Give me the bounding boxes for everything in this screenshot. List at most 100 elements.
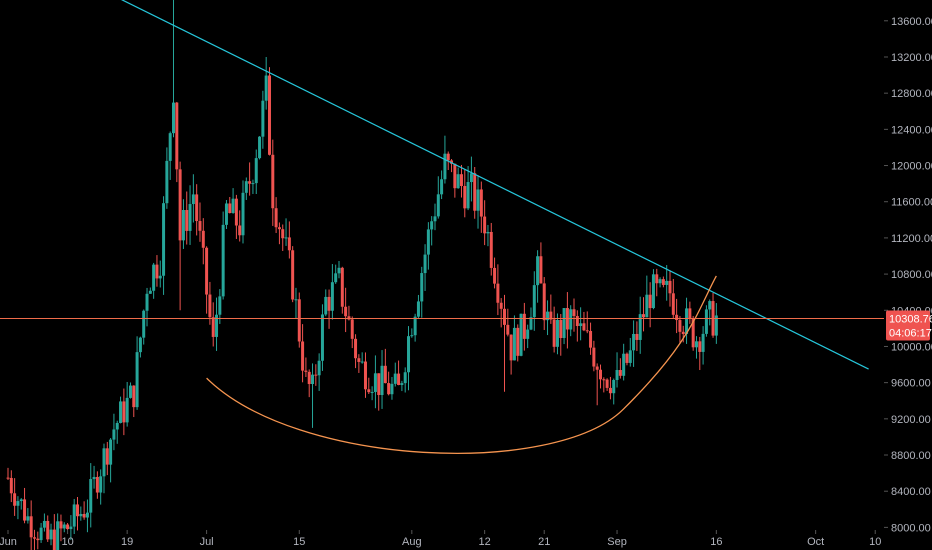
candle	[671, 278, 675, 318]
candle	[122, 388, 126, 436]
price-tag-value: 10308.76	[889, 314, 932, 326]
candle	[330, 264, 334, 320]
candle	[440, 170, 444, 200]
x-tick-label: Sep	[607, 536, 627, 548]
candle	[575, 310, 579, 342]
candle	[119, 396, 123, 424]
candle	[175, 101, 179, 183]
candle	[642, 297, 646, 332]
candle	[168, 131, 172, 180]
candle	[112, 413, 116, 451]
candle	[152, 262, 156, 299]
candle	[410, 328, 414, 338]
candle	[486, 224, 490, 247]
candle	[397, 360, 401, 386]
y-tick-label: 12800.00	[891, 88, 932, 100]
candle	[615, 352, 619, 388]
candle	[72, 498, 76, 534]
descending-trendline[interactable]	[0, 0, 869, 370]
candle	[380, 350, 384, 409]
candle	[483, 200, 487, 246]
candle	[238, 210, 242, 242]
candle	[224, 199, 228, 229]
candle	[155, 255, 159, 287]
candle	[622, 343, 626, 381]
candle	[360, 352, 364, 364]
candle	[370, 386, 374, 401]
candle	[125, 381, 129, 427]
candle	[69, 515, 73, 540]
candle	[185, 191, 189, 245]
candle	[595, 363, 599, 406]
candle	[393, 362, 397, 387]
drawings-layer	[0, 0, 884, 454]
candle	[526, 324, 530, 349]
candle	[450, 159, 454, 173]
y-tick-label: 11200.00	[891, 233, 932, 245]
candle	[181, 199, 185, 249]
candle	[546, 300, 550, 336]
candle	[463, 169, 467, 218]
x-tick-label: Jul	[200, 536, 214, 548]
candle	[271, 139, 275, 226]
candle	[26, 508, 30, 524]
candle	[430, 216, 434, 246]
rounded-bottom-curve[interactable]	[206, 275, 717, 454]
candle	[632, 320, 636, 367]
candle	[205, 246, 209, 314]
candle	[469, 156, 473, 202]
candle	[23, 487, 27, 524]
candle	[267, 67, 271, 156]
time-axis: Jun 10 19 Jul 15 Aug 12 21 Sep 16 Oct 10	[0, 530, 881, 548]
candle	[433, 203, 437, 231]
candle	[92, 465, 96, 489]
y-tick-label: 10800.00	[891, 269, 932, 281]
x-tick-label: Aug	[402, 536, 422, 548]
candle	[337, 260, 341, 279]
candle	[162, 196, 166, 295]
candle	[49, 523, 53, 546]
candle	[334, 264, 338, 284]
candle	[287, 221, 291, 259]
candle	[542, 277, 546, 331]
candle	[618, 358, 622, 379]
candle	[277, 222, 281, 245]
candle	[62, 522, 66, 533]
candle	[701, 326, 705, 365]
candle	[138, 336, 142, 358]
candles-layer	[6, 0, 718, 550]
candle	[148, 287, 152, 294]
y-tick-label: 8000.00	[891, 522, 931, 534]
candle	[142, 309, 146, 345]
candle	[436, 176, 440, 219]
candle	[532, 271, 536, 331]
y-tick-label: 9200.00	[891, 414, 931, 426]
candle	[297, 292, 301, 348]
candle	[85, 499, 89, 533]
y-tick-label: 13600.00	[891, 16, 932, 28]
candle	[145, 287, 149, 327]
candle	[102, 443, 106, 494]
candle	[367, 377, 371, 394]
candle	[350, 316, 354, 349]
candle	[254, 149, 258, 195]
candle	[635, 321, 639, 351]
candle	[420, 266, 424, 318]
candle	[39, 522, 43, 543]
price-tag-countdown: 04:06:17	[889, 328, 932, 340]
candle	[582, 311, 586, 332]
candle	[158, 260, 162, 288]
candle	[354, 334, 358, 369]
candle	[625, 352, 629, 366]
candle	[559, 314, 563, 356]
candle	[423, 244, 427, 291]
candle	[79, 506, 83, 521]
candle	[426, 222, 430, 270]
candle	[387, 371, 391, 396]
candle	[191, 174, 195, 223]
candle	[234, 194, 238, 239]
candle	[403, 367, 407, 393]
candle	[555, 313, 559, 355]
